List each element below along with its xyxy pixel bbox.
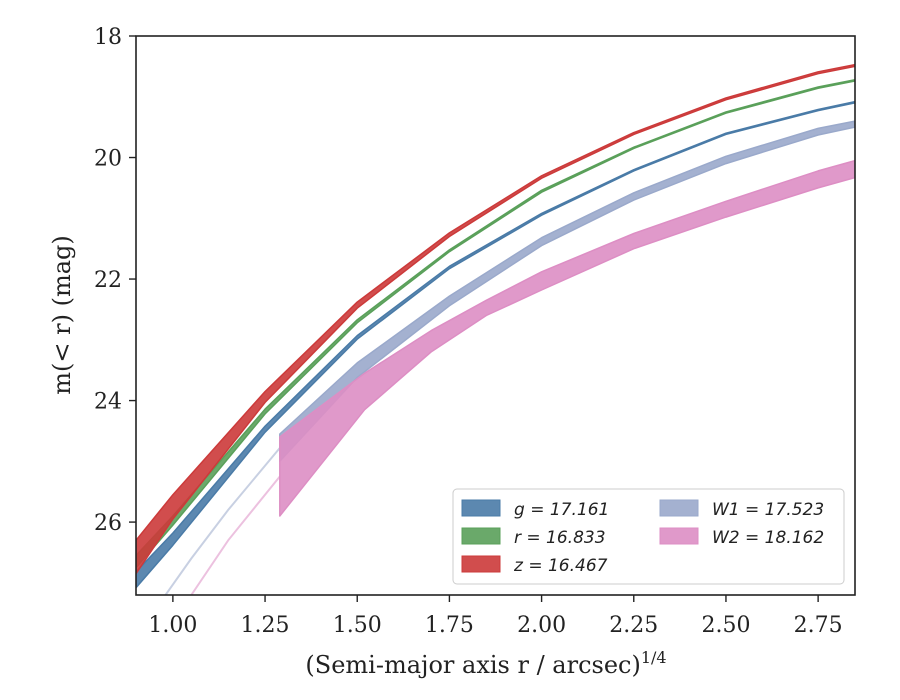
series-r-band [136, 78, 855, 569]
legend-frame [452, 488, 845, 585]
plot-frame [135, 35, 856, 596]
series-r [136, 78, 855, 569]
legend-label-g: g = 17.161 [514, 500, 609, 520]
series-z-band [136, 63, 855, 575]
x-tick-label: 1.00 [148, 613, 197, 638]
series-z [136, 63, 855, 575]
x-tick-label: 1.75 [425, 613, 474, 638]
y-axis: 18 20 22 24 26 [94, 25, 136, 536]
x-tick-label: 2.50 [701, 613, 750, 638]
x-axis: 1.00 1.25 1.50 1.75 2.00 2.25 2.50 2.75 [148, 595, 843, 638]
series-w2 [190, 159, 855, 595]
y-tick-label: 22 [94, 268, 122, 293]
x-tick-label: 2.75 [794, 613, 843, 638]
y-tick-label: 24 [94, 390, 122, 415]
legend-label-r: r = 16.833 [514, 528, 606, 548]
legend-swatch-w2 [659, 527, 699, 545]
series-w2-faint-line [190, 475, 281, 595]
x-tick-label: 1.50 [333, 613, 382, 638]
x-tick-label: 2.00 [517, 613, 566, 638]
legend-swatch-r [461, 527, 501, 545]
series-w1-band [279, 120, 855, 463]
x-tick-label: 2.25 [609, 613, 658, 638]
series-layer [136, 63, 855, 595]
series-g-band [136, 100, 855, 589]
series-w1-faint-line [164, 447, 281, 595]
x-tick-label: 1.25 [241, 613, 290, 638]
series-w2-band [279, 159, 855, 517]
series-g [136, 100, 855, 589]
legend-swatch-w1 [659, 499, 699, 517]
legend-swatch-g [461, 499, 501, 517]
legend: g = 17.161 r = 16.833 z = 16.467 W1 = 17.52… [452, 488, 845, 585]
x-axis-label: (Semi-major axis r / arcsec)1/4 [305, 648, 666, 679]
legend-label-z: z = 16.467 [513, 556, 608, 576]
y-tick-label: 26 [94, 511, 122, 536]
legend-label-w2: W2 = 18.162 [712, 528, 824, 548]
legend-swatch-z [461, 555, 501, 573]
series-w1 [164, 120, 855, 595]
x-axis-label-superscript: 1/4 [641, 648, 667, 667]
y-tick-label: 18 [94, 25, 122, 50]
x-axis-label-main: (Semi-major axis r / arcsec) [305, 651, 640, 679]
y-axis-label: m(< r) (mag) [48, 235, 76, 394]
legend-label-w1: W1 = 17.523 [712, 500, 824, 520]
y-tick-label: 20 [94, 147, 122, 172]
